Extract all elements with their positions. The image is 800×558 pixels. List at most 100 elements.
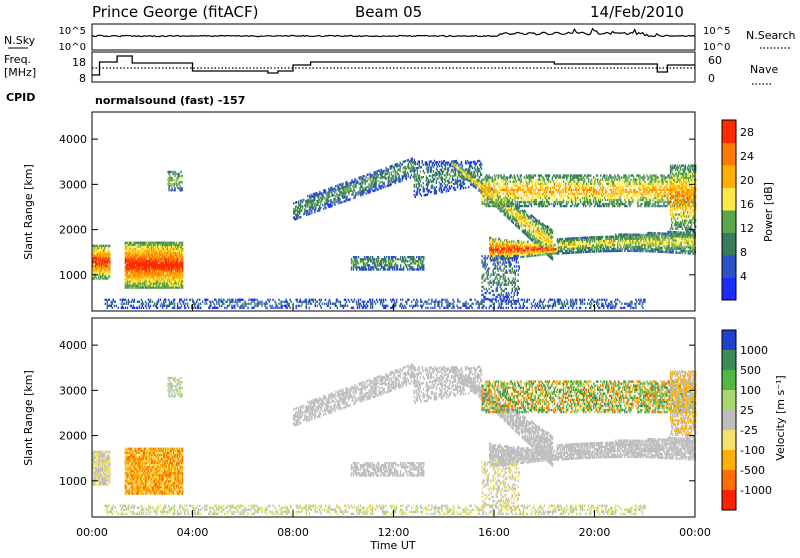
power-cell <box>297 217 298 219</box>
date-title: 14/Feb/2010 <box>590 3 684 21</box>
noise-top-tick-right: 10^5 <box>703 26 730 37</box>
power-cell <box>177 260 178 262</box>
power-cell <box>477 172 478 174</box>
power-cell <box>472 167 473 169</box>
power-cell <box>581 243 582 245</box>
power-cell <box>680 248 681 250</box>
power-cell <box>419 175 420 177</box>
power-cell <box>647 240 648 242</box>
power-cell <box>417 191 418 193</box>
power-cell <box>179 258 180 260</box>
power-cell <box>417 163 418 165</box>
power-cell <box>479 168 480 170</box>
freq-tick-8: 8 <box>79 72 86 85</box>
power-cell <box>331 191 332 193</box>
power-cell <box>315 207 316 209</box>
power-cell <box>654 250 655 252</box>
power-cell <box>527 241 528 243</box>
power-cell <box>391 183 392 185</box>
power-cell <box>640 242 641 244</box>
power-cell <box>448 190 449 192</box>
power-cell <box>373 266 374 268</box>
power-cell <box>439 161 440 163</box>
power-cell <box>596 250 597 252</box>
power-cell <box>490 243 491 245</box>
power-cell <box>564 244 565 246</box>
power-cell <box>670 239 671 241</box>
power-cell <box>614 240 615 242</box>
power-cell <box>419 185 420 187</box>
power-cell <box>154 270 155 272</box>
power-cell <box>646 238 647 240</box>
power-cell <box>182 278 183 280</box>
power-cell <box>389 268 390 270</box>
power-cell <box>513 222 514 224</box>
power-cell <box>514 252 515 254</box>
power-cell <box>417 266 418 268</box>
power-cell <box>418 260 419 262</box>
power-cell <box>363 191 364 193</box>
power-cell <box>335 185 336 187</box>
power-cell <box>365 176 366 178</box>
power-cell <box>445 178 446 180</box>
power-cell <box>608 248 609 250</box>
power-cell <box>493 245 494 247</box>
power-cell <box>684 252 685 254</box>
power-cell <box>659 232 660 234</box>
power-cell <box>424 190 425 192</box>
power-cell <box>671 247 672 249</box>
power-cell <box>533 230 534 232</box>
power-cell <box>601 246 602 248</box>
power-cell <box>528 247 529 249</box>
power-cell <box>520 210 521 212</box>
power-cell <box>414 268 415 270</box>
power-cell <box>182 264 183 266</box>
power-cell <box>415 163 416 165</box>
power-cell <box>552 258 553 260</box>
power-cell <box>627 233 628 235</box>
power-cell <box>299 212 300 214</box>
power-cell <box>671 233 672 235</box>
power-cell <box>356 256 357 258</box>
power-cell <box>418 167 419 169</box>
power-cell <box>433 180 434 182</box>
power-cell <box>406 266 407 268</box>
power-cell <box>661 249 662 251</box>
power-cell <box>105 275 106 277</box>
power-cell <box>314 211 315 213</box>
power-cell <box>333 194 334 196</box>
power-cell <box>597 246 598 248</box>
power-cell <box>457 186 458 188</box>
power-cell <box>106 257 107 259</box>
power-cell <box>408 173 409 175</box>
power-cell <box>613 246 614 248</box>
power-cell <box>368 266 369 268</box>
power-cell <box>395 256 396 258</box>
power-cell <box>632 242 633 244</box>
power-cell <box>688 230 689 232</box>
power-cell <box>416 262 417 264</box>
power-cell <box>598 248 599 250</box>
power-cell <box>427 185 428 187</box>
power-cell <box>668 245 669 247</box>
power-cell <box>168 185 169 187</box>
power-cell <box>182 268 183 270</box>
power-cell <box>144 254 145 256</box>
power-cell <box>163 272 164 274</box>
power-cell <box>420 170 421 172</box>
power-cell <box>322 198 323 200</box>
power-cell <box>397 266 398 268</box>
power-cell <box>490 237 491 239</box>
power-cell <box>522 246 523 248</box>
power-cell <box>159 278 160 280</box>
power-cell <box>182 284 183 286</box>
power-cell <box>364 256 365 258</box>
power-heatmap <box>92 158 696 310</box>
power-cell <box>663 245 664 247</box>
power-cell <box>478 180 479 182</box>
power-cell <box>156 284 157 286</box>
power-cell <box>532 255 533 257</box>
power-cell <box>525 211 526 213</box>
power-cell <box>623 246 624 248</box>
